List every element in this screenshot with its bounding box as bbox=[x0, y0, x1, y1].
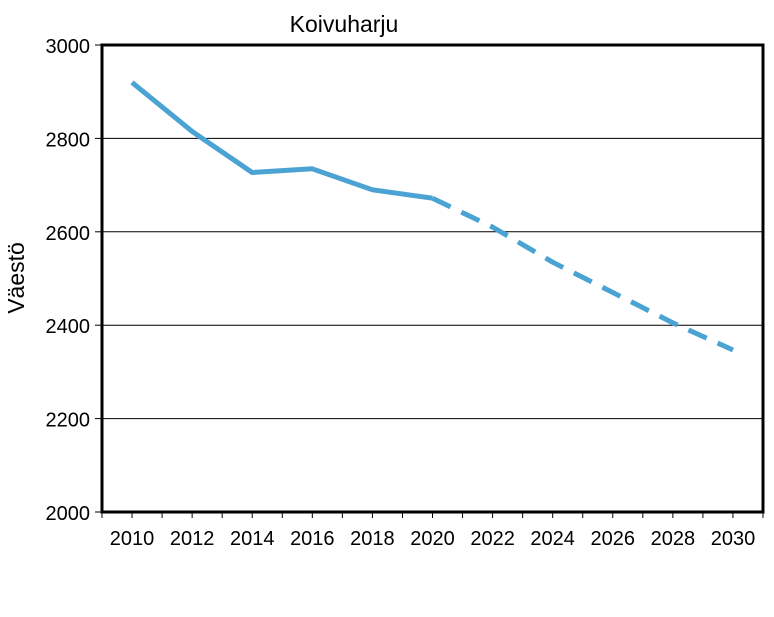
y-tick-label: 2800 bbox=[46, 129, 91, 151]
gridlines bbox=[102, 137, 763, 420]
chart-title: Koivuharju bbox=[290, 11, 399, 37]
y-tick-label: 2000 bbox=[46, 503, 91, 525]
y-tick-label: 2200 bbox=[46, 410, 91, 432]
x-tick-label: 2010 bbox=[110, 528, 155, 550]
y-tick-label: 2400 bbox=[46, 316, 91, 338]
y-axis: 2000 2200 2400 2600 2800 3000 bbox=[46, 36, 102, 525]
x-tick-label: 2020 bbox=[410, 528, 455, 550]
x-tick-label: 2016 bbox=[290, 528, 335, 550]
x-tick-label: 2014 bbox=[230, 528, 275, 550]
x-tick-label: 2028 bbox=[651, 528, 696, 550]
series-line-solid-0 bbox=[130, 80, 433, 201]
y-tick-label: 2600 bbox=[46, 223, 91, 245]
x-axis: 2010 2012 2014 2016 2018 2020 2022 2024 2026 2028… bbox=[101, 512, 764, 550]
series-layer bbox=[130, 80, 735, 353]
x-tick-label: 2026 bbox=[591, 528, 636, 550]
plot-area-frame bbox=[100, 43, 765, 514]
y-tick-label: 3000 bbox=[46, 36, 91, 58]
x-tick-label: 2030 bbox=[711, 528, 756, 550]
x-tick-label: 2024 bbox=[530, 528, 575, 550]
x-tick-label: 2012 bbox=[170, 528, 215, 550]
series-line-dashed-1 bbox=[431, 195, 735, 353]
x-tick-label: 2022 bbox=[470, 528, 515, 550]
x-tick-label: 2018 bbox=[350, 528, 395, 550]
y-axis-label: Väestö bbox=[3, 242, 29, 314]
